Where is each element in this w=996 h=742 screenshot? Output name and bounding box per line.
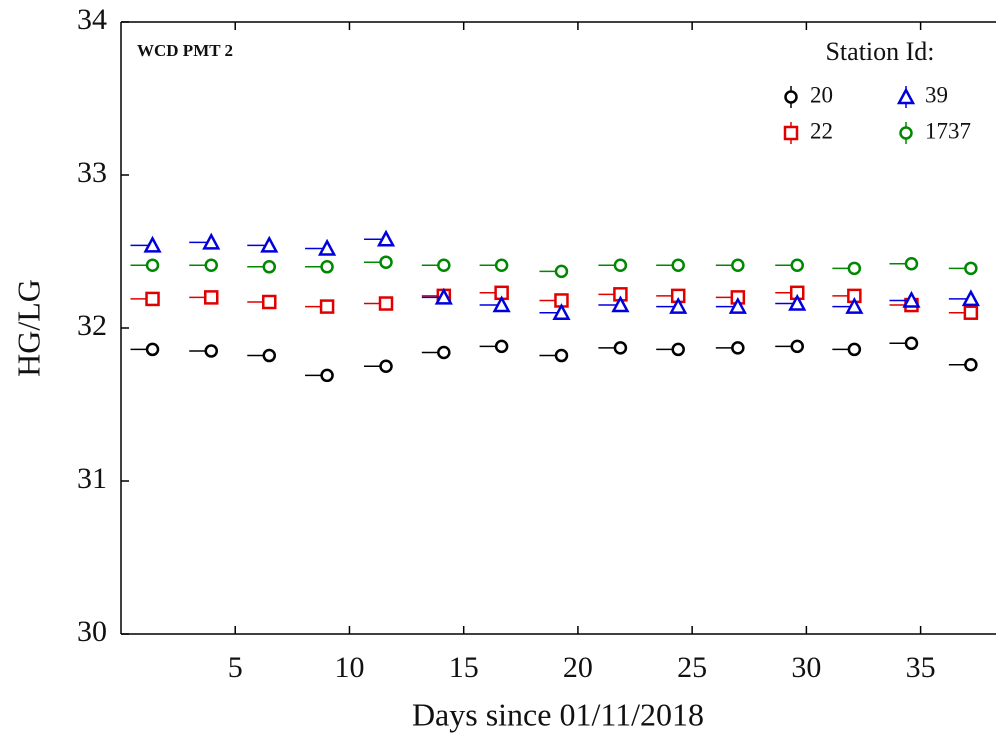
- x-tick-label: 15: [449, 651, 479, 684]
- marker: [379, 359, 393, 373]
- marker: [613, 341, 628, 355]
- y-tick-label: 30: [77, 615, 107, 648]
- marker: [492, 295, 511, 313]
- marker: [437, 258, 451, 273]
- marker: [204, 344, 218, 358]
- marker: [790, 339, 804, 354]
- x-tick-label: 25: [677, 651, 707, 684]
- marker: [731, 258, 745, 273]
- marker: [202, 232, 221, 250]
- marker: [437, 345, 451, 360]
- legend-marker: [899, 126, 913, 140]
- marker: [260, 235, 279, 253]
- marker: [902, 290, 921, 308]
- marker: [671, 258, 685, 273]
- legend-marker: [896, 87, 916, 105]
- x-tick-label: 10: [334, 651, 364, 684]
- marker: [379, 255, 393, 269]
- marker: [203, 290, 219, 305]
- marker: [728, 296, 747, 314]
- y-axis-label: HG/LG: [10, 279, 46, 377]
- legend-marker: [783, 125, 799, 141]
- marker: [320, 368, 334, 383]
- marker: [145, 258, 160, 273]
- marker: [320, 260, 334, 274]
- marker: [378, 296, 394, 311]
- x-tick-label: 30: [791, 651, 821, 684]
- y-tick-label: 32: [77, 309, 107, 342]
- y-tick-label: 34: [77, 3, 107, 36]
- legend-label: 20: [810, 82, 833, 107]
- marker: [963, 305, 979, 320]
- x-tick-label: 35: [906, 651, 936, 684]
- marker: [904, 336, 919, 351]
- marker: [790, 258, 804, 273]
- legend-marker: [784, 90, 798, 104]
- y-tick-label: 31: [77, 462, 107, 495]
- marker: [847, 261, 862, 276]
- marker: [494, 258, 509, 273]
- legend-title: Station Id:: [825, 37, 934, 66]
- marker: [319, 299, 335, 314]
- x-axis-label: Days since 01/11/2018: [412, 696, 704, 732]
- marker: [145, 291, 160, 307]
- annotation: WCD PMT 2: [137, 41, 233, 60]
- legend-label: 39: [925, 82, 948, 107]
- marker: [669, 296, 688, 314]
- x-tick-label: 20: [563, 651, 593, 684]
- marker: [554, 264, 569, 279]
- marker: [904, 256, 919, 271]
- marker: [262, 294, 277, 310]
- legend-label: 1737: [925, 118, 971, 143]
- marker: [671, 342, 685, 357]
- marker: [788, 293, 807, 311]
- marker: [964, 261, 978, 276]
- marker: [494, 339, 509, 354]
- marker: [143, 235, 162, 253]
- marker: [613, 258, 628, 273]
- marker: [434, 287, 453, 305]
- y-tick-label: 33: [77, 156, 107, 189]
- marker: [964, 357, 978, 372]
- marker: [145, 342, 160, 357]
- marker: [845, 296, 864, 314]
- marker: [731, 341, 745, 355]
- marker: [611, 295, 630, 313]
- marker: [552, 303, 571, 320]
- marker: [262, 260, 277, 274]
- marker: [262, 348, 277, 363]
- marker: [847, 342, 862, 357]
- legend-label: 22: [810, 118, 833, 143]
- marker: [317, 238, 337, 256]
- marker: [554, 348, 569, 363]
- marker: [961, 289, 980, 307]
- marker: [376, 229, 396, 247]
- x-tick-label: 5: [228, 651, 243, 684]
- marker: [204, 258, 218, 273]
